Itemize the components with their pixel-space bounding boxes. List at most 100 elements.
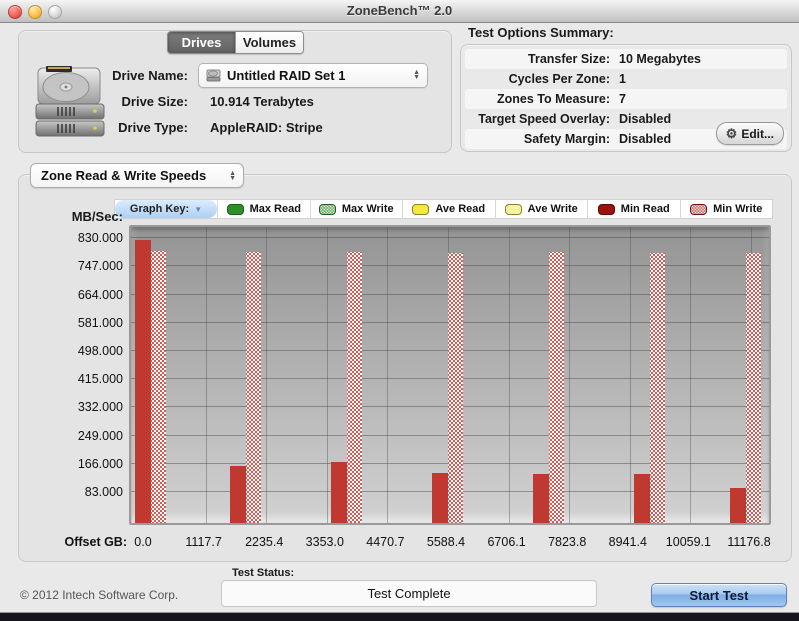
bar-min-write [448,252,463,523]
y-tick-label: 498.000 [77,343,123,358]
drive-type-value: AppleRAID: Stripe [210,119,323,135]
y-tick-label: 415.000 [77,372,123,387]
plot-area [131,227,769,523]
bar-min-write [246,251,261,523]
option-value: Disabled [619,132,672,146]
legend-label: Max Write [341,203,394,215]
options-row: Safety Margin: Disabled [465,129,787,149]
edit-button[interactable]: ⚙ Edit... [715,122,784,145]
close-button[interactable] [8,5,22,19]
legend-label: Ave Read [435,203,486,215]
legend-item: Ave Read [402,200,495,218]
tab-drives[interactable]: Drives [168,32,235,53]
test-status-label: Test Status: [232,567,295,579]
legend-item: Min Read [587,200,680,218]
drive-size-value: 10.914 Terabytes [210,93,314,109]
bar-min-write [650,252,665,523]
start-test-button[interactable]: Start Test [651,583,787,607]
y-tick-label: 664.000 [77,287,123,302]
mini-drive-icon [206,69,221,81]
legend-label: Ave Write [527,203,578,215]
bar-min-read [331,461,347,523]
legend-swatch [690,203,708,215]
window-bottom-edge [0,612,799,621]
drive-name-value: Untitled RAID Set 1 [227,67,346,83]
y-tick-label: 166.000 [77,456,123,471]
plot-frame [129,225,771,525]
bar-min-write [746,253,761,523]
option-label: Zones To Measure: [497,92,610,106]
tab-bar: Drives Volumes [167,31,304,54]
options-title: Test Options Summary: [468,25,614,40]
legend-label: Max Read [249,203,301,215]
legend-item: Min Write [679,200,773,218]
options-rows: Transfer Size: 10 Megabytes Cycles Per Zon… [465,49,787,149]
gridline-v [569,227,571,523]
gridline-v [690,227,692,523]
bar-min-read [135,239,151,523]
minimize-button[interactable] [28,5,42,19]
y-tick-label: 747.000 [77,259,123,274]
x-tick-label: 3353.0 [305,535,344,549]
options-row: Target Speed Overlay: Disabled [465,109,787,129]
start-test-label: Start Test [689,587,749,603]
y-tick-label: 83.000 [84,484,123,499]
options-row: Cycles Per Zone: 1 [465,69,787,89]
bar-min-read [533,474,549,523]
test-status-box: Test Complete [221,580,597,607]
gear-icon: ⚙ [725,126,738,141]
copyright-text: © 2012 Intech Software Corp. [20,588,179,602]
y-tick-label: 332.000 [77,400,123,415]
legend-swatch [226,203,244,215]
bar-min-read [634,474,650,523]
legend-swatch [597,203,615,215]
legend-swatch [318,203,336,215]
bar-min-write [151,251,166,523]
title-bar: ZoneBench™ 2.0 [0,0,799,23]
bar-min-read [730,488,746,523]
options-panel: Transfer Size: 10 Megabytes Cycles Per Zon… [460,44,792,152]
drive-name-label: Drive Name: [112,67,188,83]
test-status-value: Test Complete [367,586,451,601]
x-tick-label: 0.0 [134,535,152,549]
options-row: Zones To Measure: 7 [465,89,787,109]
option-label: Cycles Per Zone: [508,72,610,86]
y-tick-label: 249.000 [77,428,123,443]
legend-item: Max Read [217,200,310,218]
gridline-v [387,227,389,523]
legend-label: Min Read [620,203,670,215]
x-tick-label: 8941.4 [608,535,647,549]
graph-key-bar: Graph Key: ▼ Max Read Max Write Ave Read Av… [114,199,773,219]
chart-type-popup[interactable]: Zone Read & Write Speeds ▲ ▼ [30,163,244,188]
option-label: Transfer Size: [528,52,610,66]
y-axis-title: MB/Sec: [71,209,123,224]
gridline-v [629,227,631,523]
bar-min-read [432,473,448,523]
window-title: ZoneBench™ 2.0 [346,3,453,18]
option-value: 1 [619,72,626,86]
raid-drive-icon [35,66,105,137]
edit-button-label: Edit... [741,126,774,141]
legend-swatch [412,203,430,215]
legend-item: Ave Write [494,200,588,218]
gridline-v [205,227,207,523]
drive-name-popup[interactable]: Untitled RAID Set 1 ▲ ▼ [198,62,428,88]
x-axis-labels: 0.0 1117.7 2235.4 3353.0 4470.7 5588.4 6706.1 7… [129,535,771,551]
x-tick-label: 5588.4 [426,535,466,549]
bar-min-read [230,466,246,523]
bar-min-write [549,252,564,523]
tab-volumes[interactable]: Volumes [235,32,303,53]
gridline-v [508,227,510,523]
y-tick-label: 581.000 [77,315,123,330]
legend-label: Min Write [713,203,763,215]
drive-info: Drive Name: Untitled RAID Set 1 ▲ ▼ Drive… [18,62,438,141]
graph-key-dropdown[interactable]: Graph Key: ▼ [115,200,217,218]
x-tick-label: 7823.8 [548,535,587,549]
drive-type-label: Drive Type: [118,119,188,135]
x-tick-label: 4470.7 [366,535,405,549]
legend-item: Max Write [309,200,403,218]
x-tick-label: 11176.8 [727,535,771,549]
zoom-button[interactable] [48,5,62,19]
y-axis-labels: 830.000 747.000 664.000 581.000 498.000 415.0… [19,226,123,522]
